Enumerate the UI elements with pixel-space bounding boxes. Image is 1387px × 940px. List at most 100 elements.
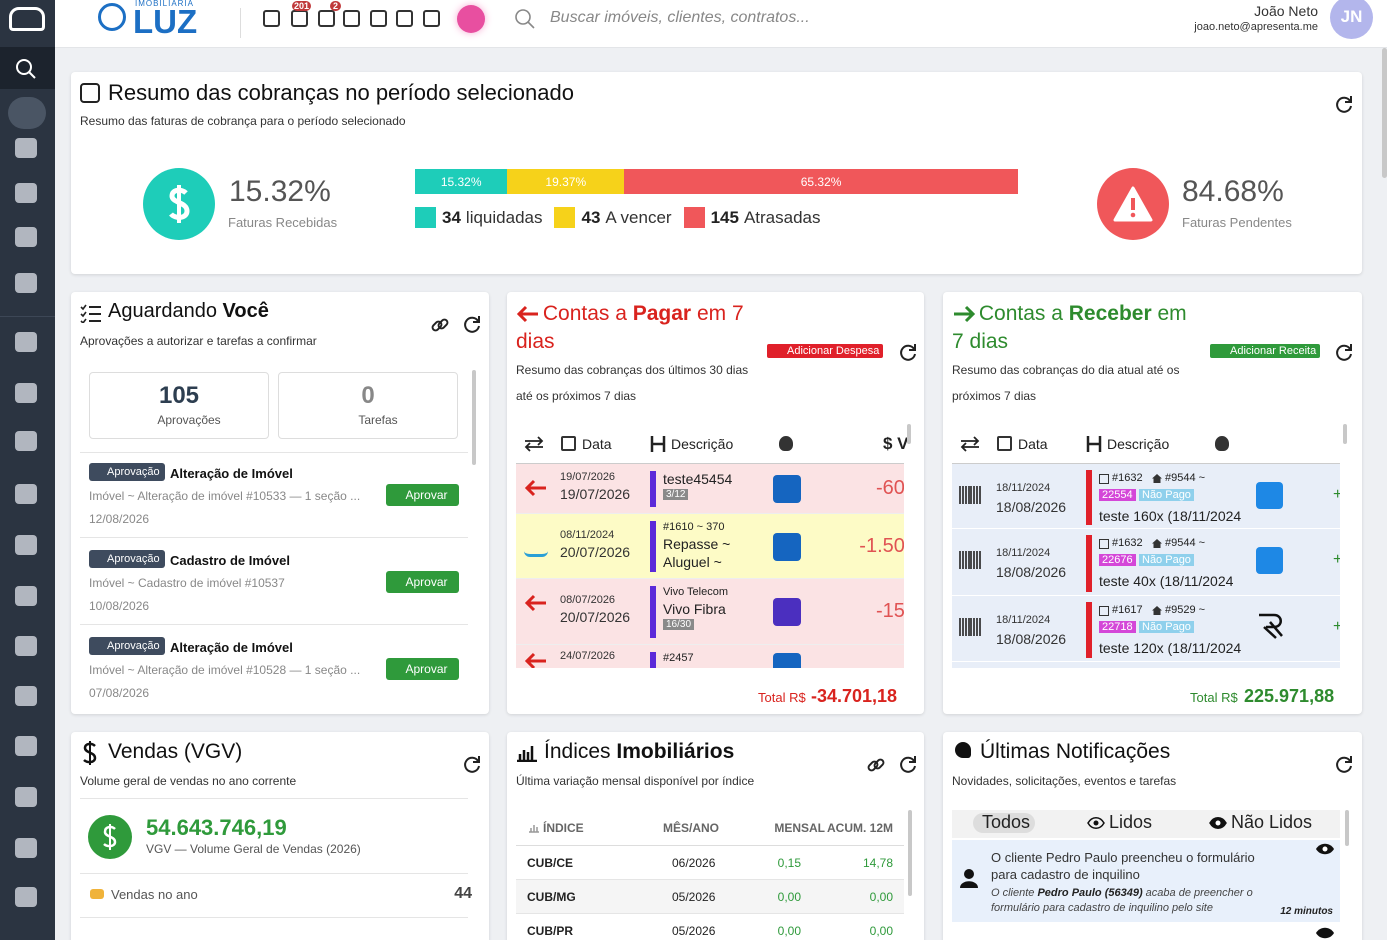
legend-swatch (683, 207, 705, 228)
column-header: Descrição (671, 436, 734, 452)
sidebar-item[interactable] (15, 535, 37, 555)
ai-button[interactable] (457, 5, 485, 33)
tab[interactable]: Todos (982, 812, 1031, 832)
toolbar-icon[interactable] (396, 10, 413, 27)
tab[interactable]: Lidos (1109, 812, 1153, 832)
table-body: 19/07/2026 19/07/2026 teste45454 3/12 -600 08… (516, 464, 904, 668)
date-small: 08/11/2024 (560, 528, 615, 541)
description: Vivo Fibra (663, 601, 726, 617)
sidebar-item[interactable] (15, 484, 37, 504)
link-button[interactable] (866, 755, 886, 775)
variation: 0,00 (777, 890, 801, 904)
sidebar-search[interactable] (8, 97, 46, 129)
sidebar-item[interactable] (15, 838, 37, 858)
toolbar-icon[interactable] (370, 10, 387, 27)
search-icon[interactable] (14, 57, 38, 81)
approve-button[interactable]: Aprovar (386, 571, 459, 593)
link-button[interactable] (430, 315, 450, 335)
brand-icon (1259, 613, 1283, 639)
eye-icon (1316, 927, 1334, 939)
item-date: 12/08/2026 (89, 512, 150, 526)
status-bar (1086, 535, 1092, 592)
card-subtitle: Resumo das cobranças dos últimos 30 dias… (516, 363, 749, 403)
sort-icon (524, 436, 544, 452)
tab[interactable]: Não Lidos (1231, 812, 1313, 832)
add-button[interactable]: Adicionar Receita (1210, 344, 1321, 358)
toolbar-icon[interactable] (423, 10, 440, 27)
sidebar-item[interactable] (15, 183, 37, 203)
property: #9544 ~ (1165, 537, 1206, 549)
column-header: MENSAL (774, 821, 825, 835)
avatar[interactable] (1330, 0, 1373, 39)
date: 20/07/2026 (560, 609, 631, 625)
chart-icon (517, 746, 537, 762)
refresh-button[interactable] (1335, 755, 1353, 773)
search-input[interactable]: Buscar imóveis, clientes, contratos... (550, 9, 810, 26)
card-subtitle: Resumo das faturas de cobrança para o pe… (80, 114, 406, 128)
scrollbar (1382, 48, 1387, 178)
barcode-icon (959, 486, 981, 504)
tasks-icon (80, 304, 101, 323)
card-title: Aguardando Você (108, 300, 269, 323)
sidebar-item[interactable] (15, 586, 37, 606)
notification-text: O cliente Pedro Paulo preencheu o formul… (991, 850, 1255, 882)
refresh-button[interactable] (463, 315, 481, 333)
title-text: Aguardando (108, 300, 217, 322)
add-button[interactable]: Adicionar Despesa (767, 344, 884, 358)
avatar-initials: JN (1340, 7, 1363, 26)
refresh-button[interactable] (463, 755, 481, 773)
card-title: Contas a Pagar em 7 dias (516, 300, 766, 356)
item-title: Cadastro de Imóvel (170, 553, 290, 568)
eye-icon[interactable] (1315, 842, 1335, 856)
approve-button[interactable]: Aprovar (386, 658, 459, 680)
counter-label: Tarefas (358, 413, 398, 427)
counter-box[interactable] (89, 372, 269, 439)
payment-icon (779, 436, 793, 451)
counter-box[interactable] (278, 372, 458, 439)
kpi-label: Faturas Pendentes (1182, 215, 1292, 230)
item-description: Imóvel ~ Cadastro de imóvel #10537 (89, 576, 285, 590)
sidebar-item[interactable] (15, 636, 37, 656)
approve-button[interactable]: Aprovar (386, 484, 459, 506)
sidebar-item[interactable] (15, 686, 37, 706)
money-icon (1256, 547, 1283, 574)
bank-icon (773, 475, 801, 503)
bell-icon (955, 742, 971, 758)
table-row (952, 662, 1340, 668)
h-icon (650, 436, 666, 452)
refresh-button[interactable] (1335, 343, 1353, 361)
category-bar (650, 471, 656, 507)
refresh-button[interactable] (899, 343, 917, 361)
variation: 14,78 (862, 856, 893, 870)
title-text: em 7 dias (516, 302, 744, 353)
sidebar-item[interactable] (15, 273, 37, 293)
sidebar-item[interactable] (15, 332, 37, 352)
sidebar-item[interactable] (15, 431, 37, 451)
toolbar-icon[interactable] (291, 10, 308, 27)
sidebar-item[interactable] (15, 887, 37, 907)
toolbar-icon[interactable] (263, 10, 280, 27)
toolbar-icon[interactable] (343, 10, 360, 27)
card-title: Índices Imobiliários (544, 740, 734, 764)
stat-value: 44 (454, 885, 472, 902)
counter-label: Aprovações (157, 413, 221, 427)
column-header: Descrição (1107, 436, 1170, 452)
notification[interactable] (952, 840, 1340, 922)
status-bar (1086, 470, 1092, 525)
sidebar-item[interactable] (15, 227, 37, 247)
refresh-button[interactable] (1335, 95, 1353, 113)
sidebar-item[interactable] (15, 787, 37, 807)
sidebar-item[interactable] (15, 736, 37, 756)
card-subtitle: Resumo das cobranças do dia atual até os… (952, 363, 1180, 403)
sidebar-item[interactable] (15, 138, 37, 158)
card-title: Últimas Notificações (980, 740, 1171, 763)
legend: 34 liquidadas 43 A vencer 145 Atrasadas (415, 207, 820, 228)
home-icon (1152, 606, 1162, 615)
title-bold: Você (222, 300, 269, 322)
refresh-button[interactable] (899, 755, 917, 773)
arrow-icon (954, 305, 976, 323)
table-row (516, 645, 904, 668)
toolbar-icon[interactable] (318, 10, 335, 27)
sidebar-item[interactable] (15, 383, 37, 403)
